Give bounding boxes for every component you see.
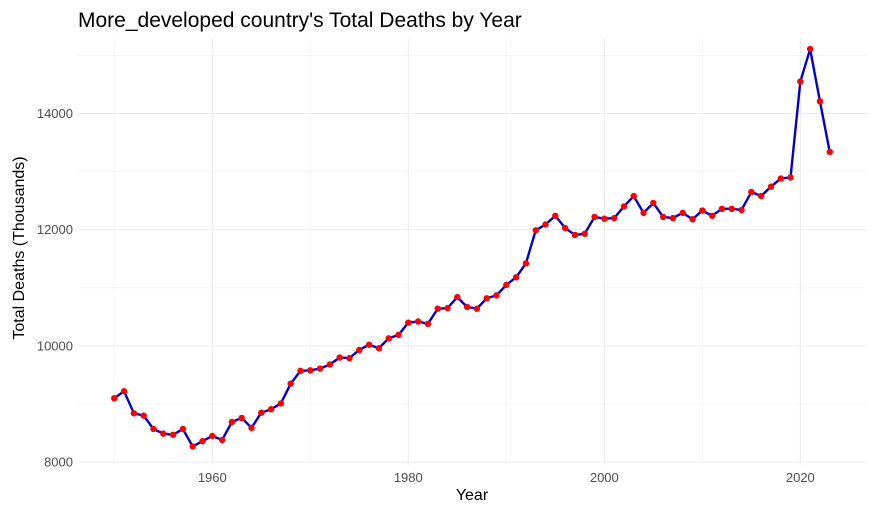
data-point [307,367,314,374]
data-point [738,206,745,214]
data-point [816,98,824,105]
y-tick-label: 8000 [44,455,73,470]
data-point [120,388,128,395]
data-point [326,361,334,368]
data-point [503,281,510,289]
data-point [209,432,216,440]
grid [78,38,866,465]
data-point [238,414,245,422]
data-point [689,216,696,223]
data-point [169,431,177,438]
data-point [346,354,353,362]
data-point [806,45,814,53]
data-point [708,212,716,219]
y-tick-label: 14000 [37,106,73,121]
data-point [561,224,569,232]
data-point [542,221,549,228]
x-tick-label: 1980 [394,470,423,485]
x-axis-title: Year [456,487,489,504]
data-point [199,437,206,445]
data-point [287,380,294,387]
data-point [591,213,598,221]
y-axis-title: Total Deaths (Thousands) [11,156,28,339]
data-point [473,305,481,312]
data-point [454,293,461,301]
data-point [277,400,285,407]
data-point [356,346,363,354]
data-point [140,412,147,419]
data-point [258,409,265,416]
y-tick-label: 10000 [37,338,73,353]
data-point [316,365,324,372]
data-point [218,436,226,444]
data-point [718,205,726,212]
data-point [434,305,441,312]
data-point [179,425,187,433]
data-point [659,213,667,221]
data-point [522,260,530,267]
data-point [444,304,451,312]
data-point [297,367,304,375]
data-point [483,295,490,302]
data-point [679,209,686,217]
y-tick-label: 12000 [37,222,73,237]
data-point [699,207,706,214]
data-point [767,183,775,190]
data-point [777,175,784,182]
data-point [189,443,196,450]
series-line [113,47,831,448]
data-point [669,214,677,222]
data-point [630,192,637,200]
data-point [395,331,402,339]
data-point [414,318,422,325]
x-tick-label: 2000 [590,470,619,485]
x-tick-label: 1960 [198,470,227,485]
data-point [787,174,794,181]
data-point [797,78,804,85]
data-point [336,354,343,361]
data-point [493,292,500,299]
data-point [571,231,579,239]
x-tick-label: 2020 [786,470,815,485]
data-point [365,341,373,348]
data-point [160,430,167,437]
chart-title: More_developed country's Total Deaths by… [78,9,522,32]
data-point [532,227,539,234]
data-point [512,274,520,281]
data-point [748,188,755,196]
series-layer [111,45,833,450]
data-point [728,205,735,212]
x-axis-ticks: 1960 1980 2000 2020 [198,470,815,485]
data-point [111,394,118,402]
data-point [248,424,255,432]
data-point [130,410,138,417]
data-point [610,214,618,222]
data-point [228,418,236,426]
data-point [385,335,392,342]
data-point [463,303,471,311]
data-point [150,425,157,433]
data-point [552,212,559,219]
data-point [650,199,657,207]
data-point [640,209,647,217]
data-point [424,320,432,328]
data-point [757,192,765,200]
data-point [267,406,275,413]
data-point [620,203,628,210]
data-point [581,230,588,237]
data-point [601,215,608,222]
data-point [375,345,383,352]
data-point [826,148,833,156]
data-point [405,319,412,326]
y-axis-ticks: 8000 10000 12000 14000 [37,106,73,470]
